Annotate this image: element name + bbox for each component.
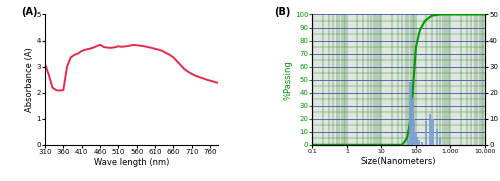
X-axis label: Size(Nanometers): Size(Nanometers) — [361, 157, 436, 166]
Bar — [407, 140, 410, 145]
Bar — [413, 119, 416, 145]
Bar — [421, 142, 423, 145]
Bar — [415, 132, 417, 145]
X-axis label: Wave length (nm): Wave length (nm) — [94, 158, 169, 167]
Bar — [432, 119, 434, 145]
Bar — [425, 121, 428, 145]
Y-axis label: Absorbance (A): Absorbance (A) — [24, 47, 34, 112]
Text: (A): (A) — [21, 7, 38, 17]
Bar — [410, 82, 412, 145]
Bar — [416, 137, 418, 145]
Bar — [428, 113, 431, 145]
Bar — [436, 129, 438, 145]
Bar — [439, 137, 441, 145]
Bar — [418, 140, 420, 145]
Bar — [412, 98, 414, 145]
Text: (B): (B) — [274, 7, 291, 17]
Y-axis label: %Passing: %Passing — [283, 60, 292, 100]
